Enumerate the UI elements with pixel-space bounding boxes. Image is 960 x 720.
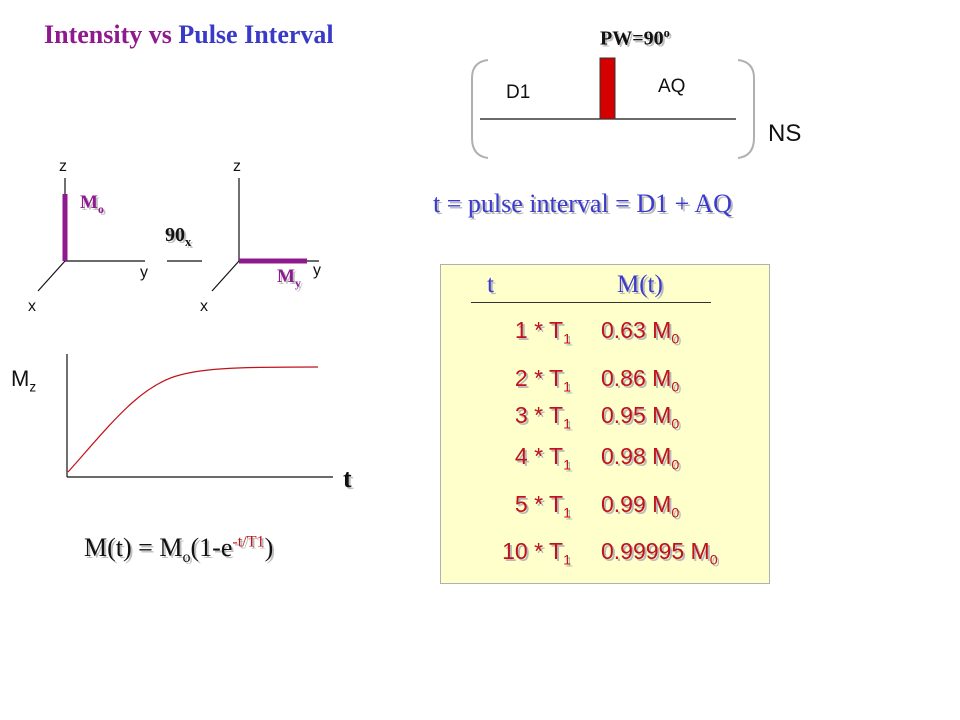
- right-y-label: y: [313, 262, 321, 279]
- row-6-m: 0.99995 M0: [601, 538, 718, 569]
- row-5-m-sub: 0: [671, 505, 680, 522]
- aq-label: AQ: [658, 76, 686, 97]
- mo-label-text: M: [80, 192, 98, 213]
- title-part1: Intensity vs: [44, 20, 172, 49]
- row-2-m-sub: 0: [671, 379, 680, 396]
- table-header-mt: M(t): [617, 271, 663, 298]
- row-3-m: 0.95 M0: [601, 402, 679, 433]
- row-6-m-text: 0.99995 M: [601, 538, 710, 564]
- left-x-label: x: [28, 298, 36, 315]
- row-4-t-sub: 1: [563, 457, 571, 474]
- my-label: My: [277, 266, 301, 291]
- interval-definition: t = pulse interval = D1 + AQ: [433, 189, 732, 218]
- pulse-sequence-drawing: [471, 57, 755, 159]
- rotation-label-sub: x: [185, 235, 192, 249]
- row-5-m-text: 0.99 M: [601, 491, 672, 517]
- right-x-label: x: [200, 298, 208, 315]
- row-1-t: 1 * T1: [515, 317, 571, 348]
- plot-ylabel-sub: z: [29, 379, 37, 395]
- row-4-m-sub: 0: [671, 457, 680, 474]
- row-3-t-sub: 1: [563, 416, 571, 433]
- left-bracket: [471, 59, 489, 159]
- row-5-t-text: 5 * T: [514, 491, 564, 517]
- plot-ylabel-text: M: [11, 366, 30, 391]
- pw-label: PW=90o: [600, 26, 670, 51]
- recovery-plot: Mz t: [0, 340, 380, 520]
- vector-diagram-drawing: [37, 178, 319, 292]
- formula-mid: (1-e: [190, 533, 233, 562]
- pulse-sequence: D1 AQ PW=90o NS: [460, 26, 820, 168]
- row-4-t-text: 4 * T: [514, 443, 564, 469]
- row-5-m: 0.99 M0: [601, 491, 679, 522]
- row-4-t: 4 * T1: [515, 443, 571, 474]
- left-z-label: z: [59, 158, 67, 175]
- row-1-m: 0.63 M0: [601, 317, 679, 348]
- row-1-t-text: 1 * T: [514, 317, 564, 343]
- row-5-t-sub: 1: [563, 505, 571, 522]
- rotation-label: 90x: [165, 224, 191, 250]
- rotation-label-text: 90: [165, 224, 185, 246]
- row-2-m: 0.86 M0: [601, 365, 679, 396]
- row-1-t-sub: 1: [563, 331, 571, 348]
- row-6-t-text: 10 * T: [502, 538, 564, 564]
- row-2-t-text: 2 * T: [514, 365, 564, 391]
- page-title: Intensity vs Pulse Interval: [44, 20, 334, 50]
- table-header-rule: [471, 302, 711, 303]
- row-5-t: 5 * T1: [515, 491, 571, 522]
- my-label-text: M: [277, 266, 295, 287]
- formula-exponent: -t/T1: [232, 533, 265, 551]
- row-2-m-text: 0.86 M: [601, 365, 672, 391]
- d1-label: D1: [506, 82, 531, 103]
- right-bracket: [737, 59, 755, 159]
- row-4-m: 0.98 M0: [601, 443, 679, 474]
- row-2-t-sub: 1: [563, 379, 571, 396]
- recovery-plot-drawing: [66, 354, 333, 478]
- mo-label: Mo: [80, 192, 104, 217]
- row-3-t-text: 3 * T: [514, 402, 564, 428]
- formula-lhs-sub: o: [182, 549, 191, 567]
- right-x-axis: [211, 260, 240, 292]
- title-part2: Pulse Interval: [178, 20, 334, 49]
- pulse-block: [599, 57, 616, 120]
- pw-label-sup: o: [663, 26, 670, 40]
- vector-diagram: z y x Mo 90x z y x My: [20, 150, 350, 325]
- row-2-t: 2 * T1: [515, 365, 571, 396]
- formula-lhs: M(t) = M: [84, 533, 183, 562]
- row-3-m-sub: 0: [671, 416, 680, 433]
- plot-ylabel: Mz: [11, 366, 36, 394]
- row-6-t-sub: 1: [563, 552, 571, 569]
- formula-rhs: ): [264, 533, 274, 562]
- plot-xlabel: t: [343, 464, 352, 493]
- row-1-m-sub: 0: [671, 331, 680, 348]
- recovery-table: t M(t) 1 * T1 0.63 M0 2 * T1 0.86 M0 3 *…: [440, 264, 770, 584]
- my-label-sub: y: [294, 276, 301, 290]
- row-6-m-sub: 0: [709, 552, 718, 569]
- pw-label-text: PW=90: [600, 27, 664, 50]
- left-x-axis: [37, 260, 66, 292]
- table-header-t: t: [487, 271, 494, 298]
- mo-label-sub: o: [97, 202, 104, 216]
- recovery-curve: [67, 366, 319, 473]
- ns-label: NS: [768, 120, 802, 147]
- left-y-label: y: [140, 264, 148, 281]
- row-3-m-text: 0.95 M: [601, 402, 672, 428]
- row-4-m-text: 0.98 M: [601, 443, 672, 469]
- row-6-t: 10 * T1: [502, 538, 571, 569]
- right-z-label: z: [233, 158, 241, 175]
- recovery-formula: M(t) = Mo(1-e-t/T1): [84, 533, 273, 567]
- row-3-t: 3 * T1: [515, 402, 571, 433]
- row-1-m-text: 0.63 M: [601, 317, 672, 343]
